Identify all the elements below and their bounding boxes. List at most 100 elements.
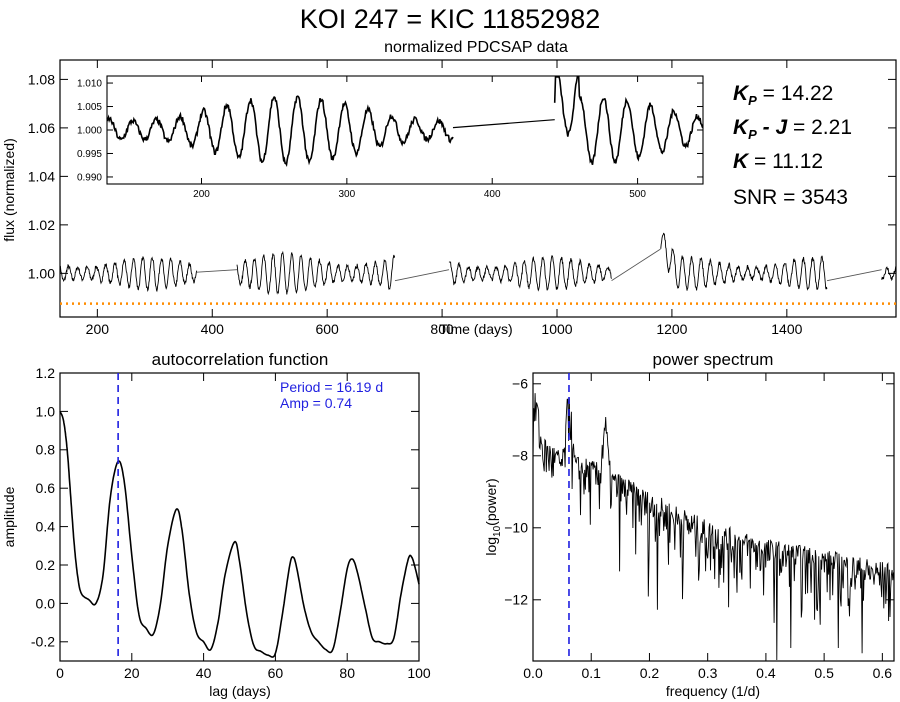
inset-segment bbox=[106, 95, 454, 167]
power-ylabel: log10(power) bbox=[483, 478, 503, 555]
x-tick-label: 200 bbox=[86, 321, 110, 337]
lightcurve-title: normalized PDCSAP data bbox=[384, 39, 568, 56]
lightcurve-segment bbox=[660, 232, 828, 291]
y-tick-label: 1.000 bbox=[77, 126, 102, 137]
stat-kpj-label: K bbox=[733, 116, 750, 139]
y-tick-label: 0.990 bbox=[77, 172, 102, 183]
y-tick-label: 1.00 bbox=[28, 265, 55, 281]
power-line bbox=[532, 393, 894, 661]
power-panel: power spectrum 0.0 0.1 0.2 0.3 0.4 0.5 0.6 −12 −… bbox=[483, 350, 895, 699]
x-tick-label: 80 bbox=[339, 665, 355, 681]
stat-kp-value: = 14.22 bbox=[757, 82, 833, 105]
x-tick-label: 60 bbox=[268, 665, 284, 681]
x-tick-label: 0.4 bbox=[756, 665, 776, 681]
stats-block: KP = 14.22 KP - J = 2.21 K = 11.12 SNR =… bbox=[733, 82, 852, 209]
lightcurve-segment bbox=[448, 255, 612, 292]
stat-kp-sub: P bbox=[748, 93, 757, 108]
y-tick-label: 0.2 bbox=[36, 557, 56, 573]
y-tick-label: −6 bbox=[512, 376, 528, 392]
y-tick-label: 1.2 bbox=[36, 365, 56, 381]
y-tick-label: −10 bbox=[504, 520, 528, 536]
stat-k: K = 11.12 bbox=[733, 150, 823, 173]
x-tick-label: 0.0 bbox=[523, 665, 543, 681]
y-tick-label: 0.0 bbox=[36, 595, 56, 611]
y-tick-label: 1.06 bbox=[28, 120, 55, 136]
y-tick-label: 0.6 bbox=[36, 480, 56, 496]
inset-marks bbox=[106, 76, 704, 167]
gap-connector bbox=[826, 269, 882, 282]
power-title: power spectrum bbox=[653, 350, 774, 369]
y-tick-label: 1.0 bbox=[36, 403, 56, 419]
acf-frame bbox=[59, 372, 420, 662]
lightcurve-segment bbox=[59, 256, 198, 293]
x-tick-label: 0.2 bbox=[640, 665, 660, 681]
x-tick-label: 100 bbox=[407, 665, 431, 681]
inset-axes: 200 300 400 500 0.990 0.995 1.000 1.005 1.010 bbox=[77, 76, 703, 200]
stat-kpj-value: = 2.21 bbox=[787, 116, 852, 139]
power-axes: 0.0 0.1 0.2 0.3 0.4 0.5 0.6 −12 −10 −8 −6 bbox=[504, 373, 894, 681]
stat-k-label: K bbox=[733, 150, 750, 173]
acf-axes: 0 20 40 60 80 100 -0.2 0.0 0.2 0.4 0.6 0.8 1.0 1.2 bbox=[31, 365, 431, 681]
figure-title: KOI 247 = KIC 11852982 bbox=[300, 4, 600, 34]
stat-k-value: = 11.12 bbox=[748, 150, 823, 173]
lightcurve-segment bbox=[881, 266, 897, 282]
y-tick-label: 0.4 bbox=[36, 519, 56, 535]
gap-connector bbox=[611, 248, 661, 282]
lightcurve-ylabel: flux (normalized) bbox=[1, 138, 17, 241]
x-tick-label: 1200 bbox=[656, 321, 687, 337]
acf-panel: autocorrelation function 0 20 40 60 80 100 -0.… bbox=[1, 350, 431, 699]
acf-line bbox=[59, 411, 420, 658]
lightcurve-frame bbox=[59, 59, 897, 318]
stat-kp: KP = 14.22 bbox=[733, 82, 833, 108]
acf-amp-annotation: Amp = 0.74 bbox=[280, 395, 352, 411]
x-tick-label: 40 bbox=[196, 665, 212, 681]
acf-period-annotation: Period = 16.19 d bbox=[280, 379, 383, 395]
y-tick-label: 0.995 bbox=[77, 149, 102, 160]
x-tick-label: 800 bbox=[430, 321, 454, 337]
gap-connector bbox=[394, 269, 450, 282]
y-tick-label: 1.02 bbox=[28, 217, 55, 233]
lightcurve-segment bbox=[236, 250, 396, 296]
power-xlabel: frequency (1/d) bbox=[666, 683, 760, 699]
power-marks bbox=[532, 373, 894, 661]
inset-frame bbox=[106, 75, 704, 185]
acf-xlabel: lag (days) bbox=[209, 683, 270, 699]
x-tick-label: 1400 bbox=[771, 321, 802, 337]
x-tick-label: 0.1 bbox=[581, 665, 601, 681]
y-tick-label: 1.08 bbox=[28, 71, 55, 87]
y-tick-label: 1.010 bbox=[77, 79, 102, 90]
x-tick-label: 600 bbox=[315, 321, 339, 337]
x-tick-label: 0 bbox=[56, 665, 64, 681]
y-tick-label: 0.8 bbox=[36, 442, 56, 458]
x-tick-label: 400 bbox=[201, 321, 225, 337]
x-tick-label: 0.3 bbox=[698, 665, 718, 681]
y-tick-label: -0.2 bbox=[31, 634, 55, 650]
gap-connector bbox=[196, 269, 237, 273]
inset-gap-connector bbox=[452, 119, 555, 129]
x-tick-label: 400 bbox=[484, 189, 501, 200]
x-tick-label: 1000 bbox=[541, 321, 572, 337]
stat-kpj: KP - J = 2.21 bbox=[733, 116, 852, 142]
lightcurve-marks bbox=[59, 232, 897, 305]
x-tick-label: 300 bbox=[339, 189, 356, 200]
x-tick-label: 20 bbox=[124, 665, 140, 681]
y-tick-label: 1.005 bbox=[77, 102, 102, 113]
y-tick-label: −12 bbox=[504, 592, 528, 608]
acf-marks bbox=[59, 373, 420, 661]
acf-title: autocorrelation function bbox=[152, 350, 329, 369]
x-tick-label: 0.5 bbox=[814, 665, 834, 681]
lightcurve-xlabel: Time (days) bbox=[439, 321, 512, 337]
lightcurve-axes: 200 400 600 800 1000 1200 1400 1.00 1.02 1.04 1.06… bbox=[28, 60, 896, 337]
stat-snr: SNR = 3543 bbox=[733, 186, 848, 209]
lightcurve-panel: normalized PDCSAP data 200 400 600 800 1000 1… bbox=[1, 39, 897, 337]
x-tick-label: 500 bbox=[629, 189, 646, 200]
stat-kpj-mid: - J bbox=[757, 116, 789, 139]
acf-ylabel: amplitude bbox=[1, 486, 17, 547]
inset-segment bbox=[553, 76, 704, 166]
stat-kpj-sub: P bbox=[748, 127, 757, 142]
x-tick-label: 200 bbox=[193, 189, 210, 200]
stat-kp-label: K bbox=[733, 82, 750, 105]
y-tick-label: 1.04 bbox=[28, 168, 55, 184]
power-frame bbox=[532, 372, 895, 662]
